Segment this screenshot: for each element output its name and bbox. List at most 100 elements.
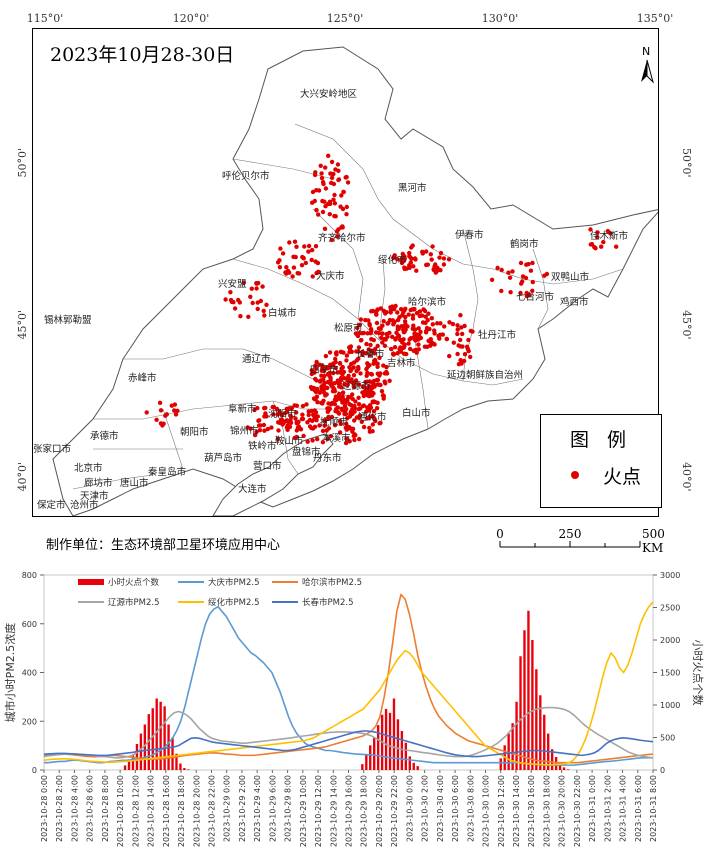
latitude-label: 50°0' [680,148,693,178]
x-tick-label: 2023-10-28 20:00 [192,775,201,847]
fire-point [387,378,392,383]
longitude-label: 120°0' [172,12,210,25]
fire-point [524,290,529,296]
fire-point [390,334,395,339]
fire-point [335,162,341,167]
fire-point [468,328,473,334]
fire-point [407,250,412,256]
fire-point [377,382,382,387]
fire-point [357,436,362,442]
fire-point [340,390,346,395]
fire-point [332,201,338,206]
city-label: 白城市 [268,308,297,319]
pm25-series-line [43,706,654,759]
fire-point [358,371,363,376]
fire-point [223,297,228,302]
city-label: 辽源市 [342,381,371,392]
fire-point [299,263,305,268]
city-label: 北京市 [74,463,103,474]
fire-point [346,373,351,379]
latitude-label: 40°0' [680,462,693,492]
longitude-label: 135°0' [636,12,674,25]
y-left-axis-title: 城市小时PM2.5浓度 [3,623,17,723]
fire-point [344,358,349,363]
x-tick-label: 2023-10-30 22:00 [573,775,582,847]
y-left-tick-label: 600 [22,620,37,629]
fire-point [322,226,328,231]
fire-point [344,204,349,210]
fire-count-bar [187,769,190,770]
fire-point [407,265,412,270]
x-tick-label: 2023-10-29 4:00 [253,775,262,842]
fire-point [370,429,375,434]
fire-point [286,419,291,425]
fire-point [345,180,351,185]
fire-point [232,306,238,311]
fire-point [385,321,390,326]
fire-point [311,385,317,391]
fire-count-bar [361,764,364,770]
fire-point [408,346,413,352]
scale-label: 0 [496,527,504,541]
city-label: 通化市 [358,412,387,423]
fire-point [327,370,333,375]
fire-point [380,340,385,345]
fire-point [249,286,254,291]
fire-point [331,361,336,366]
city-label: 哈尔滨市 [408,297,447,308]
fire-point [323,165,328,170]
fire-point [365,370,370,376]
fire-point [367,425,372,431]
fire-point [322,380,327,386]
y-left-tick-label: 0 [32,766,37,775]
fire-point [375,343,380,349]
fire-point [402,329,407,335]
fire-point [340,225,345,230]
fire-point [333,351,339,356]
fire-point [284,425,290,430]
fire-point [261,308,266,314]
y-right-tick-label: 2500 [660,604,680,613]
fire-point [335,378,340,383]
fire-point [391,255,396,260]
fire-point [309,371,314,377]
city-label: 沈阳市 [268,409,297,420]
fire-point [444,336,450,342]
latitude-label: 40°0' [16,462,29,492]
x-tick-label: 2023-10-28 18:00 [177,775,186,847]
fire-point [378,306,383,311]
fire-point [356,395,361,400]
fire-point [313,244,319,249]
x-tick-label: 2023-10-29 10:00 [299,775,308,847]
fire-point [356,406,361,412]
x-tick-label: 2023-10-30 14:00 [512,775,521,847]
fire-point [310,189,316,195]
fire-point [530,279,535,285]
fire-point [422,344,428,349]
fire-point [309,257,314,263]
fire-count-bar [163,706,166,770]
fire-point [349,361,354,367]
fire-point [435,265,440,271]
chart-legend-label: 辽源市PM2.5 [108,597,159,608]
city-label: 锡林郭勒盟 [44,315,92,326]
scale-label: 500 KM [642,527,665,555]
y-right-axis-title: 小时火点个数 [691,640,704,706]
fire-point [271,404,277,410]
fire-point [328,434,334,439]
fire-point [323,186,329,191]
fire-point [314,207,319,213]
fire-point [294,410,299,415]
fire-point [345,415,350,421]
x-tick-label: 2023-10-28 10:00 [116,775,125,847]
fire-point [391,352,396,357]
fire-point [255,405,260,411]
fire-point [355,333,361,339]
city-label: 牡丹江市 [478,330,517,341]
x-tick-label: 2023-10-28 8:00 [101,775,110,842]
fire-point [255,300,260,305]
fire-point [279,417,284,422]
fire-point [530,260,535,266]
fire-point [528,268,534,273]
fire-point [331,385,336,391]
